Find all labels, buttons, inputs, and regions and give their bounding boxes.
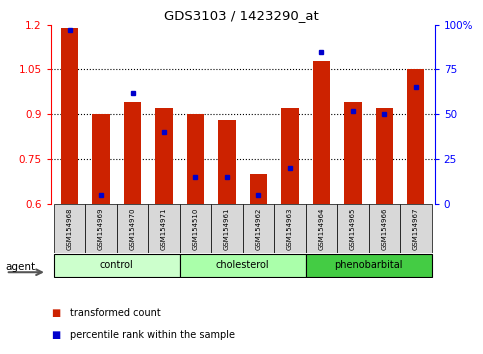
Bar <box>281 108 298 204</box>
Text: GSM154967: GSM154967 <box>413 207 419 250</box>
Text: GSM154965: GSM154965 <box>350 207 356 250</box>
Text: GSM154962: GSM154962 <box>256 207 261 250</box>
Text: GSM154969: GSM154969 <box>98 207 104 250</box>
Text: GSM154966: GSM154966 <box>382 207 387 250</box>
Text: phenobarbital: phenobarbital <box>334 261 403 270</box>
Bar <box>54 204 85 253</box>
Text: GSM154964: GSM154964 <box>318 207 325 250</box>
Bar <box>369 204 400 253</box>
Text: agent: agent <box>6 262 36 272</box>
Bar <box>54 253 180 278</box>
Bar <box>180 204 211 253</box>
Bar <box>243 204 274 253</box>
Bar <box>148 204 180 253</box>
Bar <box>180 253 306 278</box>
Bar <box>187 114 204 204</box>
Bar <box>313 61 330 204</box>
Bar <box>274 204 306 253</box>
Bar <box>218 120 236 204</box>
Bar <box>306 204 337 253</box>
Text: transformed count: transformed count <box>70 308 161 318</box>
Text: GSM154961: GSM154961 <box>224 207 230 250</box>
Text: ■: ■ <box>51 308 60 318</box>
Text: GDS3103 / 1423290_at: GDS3103 / 1423290_at <box>164 9 319 22</box>
Text: GSM154971: GSM154971 <box>161 207 167 250</box>
Text: ■: ■ <box>51 330 60 339</box>
Text: GSM154963: GSM154963 <box>287 207 293 250</box>
Bar <box>156 108 173 204</box>
Bar <box>250 174 267 204</box>
Bar <box>211 204 243 253</box>
Bar <box>117 204 148 253</box>
Bar <box>92 114 110 204</box>
Text: control: control <box>100 261 134 270</box>
Text: cholesterol: cholesterol <box>216 261 270 270</box>
Text: GSM154970: GSM154970 <box>129 207 136 250</box>
Bar <box>337 204 369 253</box>
Bar <box>306 253 431 278</box>
Bar <box>376 108 393 204</box>
Text: GSM154968: GSM154968 <box>67 207 72 250</box>
Bar <box>61 28 78 204</box>
Text: percentile rank within the sample: percentile rank within the sample <box>70 330 235 339</box>
Bar <box>85 204 117 253</box>
Bar <box>400 204 431 253</box>
Bar <box>407 69 425 204</box>
Text: GSM154510: GSM154510 <box>193 207 199 250</box>
Bar <box>124 102 141 204</box>
Bar <box>344 102 361 204</box>
